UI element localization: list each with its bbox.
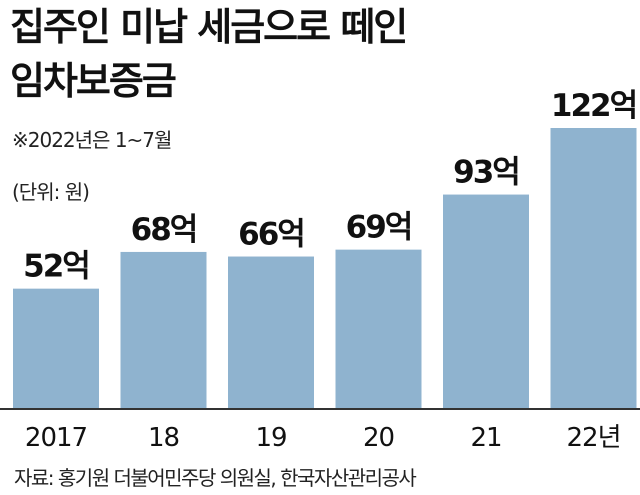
chart-title-line-1: 집주인 미납 세금으로 떼인 xyxy=(10,5,408,49)
bar-19 xyxy=(228,256,314,408)
x-tick-label-2017: 2017 xyxy=(25,423,87,453)
data-label-2017: 52억 xyxy=(23,249,89,285)
x-tick-label-19: 19 xyxy=(255,423,286,453)
bar-20 xyxy=(335,249,422,408)
x-tick-label-18: 18 xyxy=(148,423,179,453)
period-note: ※2022년은 1~7월 xyxy=(12,128,172,152)
bar-21 xyxy=(443,194,529,408)
data-label-22년: 122억 xyxy=(551,88,636,124)
bar-18 xyxy=(120,251,207,408)
chart-title-line-2: 임차보증금 xyxy=(10,59,177,103)
data-label-19: 66억 xyxy=(238,217,304,253)
bar-2017 xyxy=(13,288,99,408)
x-tick-label-22년: 22년 xyxy=(566,423,620,453)
unit-note: (단위: 원) xyxy=(12,180,90,204)
data-label-18: 68억 xyxy=(131,212,197,248)
data-label-21: 93억 xyxy=(453,155,519,191)
x-tick-label-20: 20 xyxy=(363,423,394,453)
x-tick-label-21: 21 xyxy=(470,423,501,453)
bar-22년 xyxy=(550,128,637,408)
source-note: 자료: 홍기원 더불어민주당 의원실, 한국자산관리공사 xyxy=(14,466,417,490)
data-label-20: 69억 xyxy=(346,210,412,246)
